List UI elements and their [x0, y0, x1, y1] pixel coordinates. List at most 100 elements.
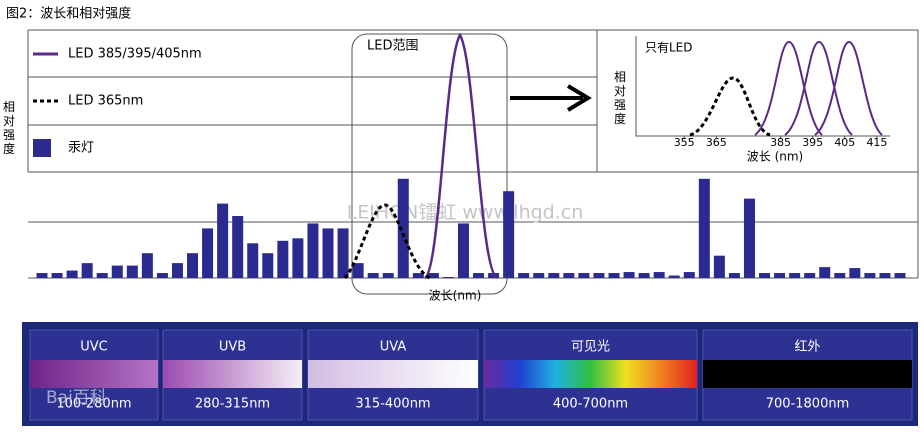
bar: [759, 273, 771, 278]
band-name: UVC: [80, 340, 108, 355]
title: 图2：波长和相对强度: [6, 6, 131, 22]
bar: [322, 228, 334, 278]
bar: [217, 203, 229, 278]
bar: [81, 263, 93, 278]
inset-tick-label: 365: [706, 136, 727, 149]
bar: [442, 277, 454, 278]
bar: [36, 273, 48, 278]
bar: [668, 275, 680, 278]
bar: [473, 273, 485, 278]
bar: [864, 273, 876, 278]
inset-365: [689, 76, 771, 137]
bar: [307, 223, 319, 278]
bar: [743, 198, 755, 278]
band-range: 315-400nm: [355, 397, 430, 412]
band-name: UVA: [380, 340, 407, 355]
bar: [728, 273, 740, 278]
inset-tick-label: 405: [834, 136, 855, 149]
bar: [774, 273, 786, 278]
bar: [789, 273, 801, 278]
inset-y-label: 相对强度: [614, 70, 626, 126]
bar: [533, 273, 545, 278]
inset-tick-label: 395: [802, 136, 823, 149]
band-name: UVB: [219, 340, 246, 355]
bar: [849, 268, 861, 278]
bar: [247, 243, 259, 278]
bar: [879, 273, 891, 278]
led-curve: [424, 32, 498, 280]
band-range: 700-1800nm: [766, 397, 850, 412]
band-range: 400-700nm: [553, 397, 628, 412]
bar: [171, 263, 183, 278]
bar: [894, 273, 906, 278]
legend-label: LED 385/395/405nm: [68, 47, 202, 62]
bar: [427, 273, 439, 278]
bar: [804, 273, 816, 278]
bar: [548, 273, 560, 278]
bar: [608, 273, 620, 278]
bar: [111, 265, 123, 278]
watermark: LEIHON镭虹 www.lhgd.cn: [347, 202, 584, 224]
inset-tick-label: 355: [674, 136, 695, 149]
bar: [578, 273, 590, 278]
annotation: LED范围: [367, 39, 418, 54]
legend-label: LED 365nm: [68, 94, 143, 109]
inset-x-label: 波长 (nm): [747, 150, 803, 164]
bar: [262, 253, 274, 278]
band-range: 100-280nm: [56, 397, 131, 412]
led365-curve: [343, 203, 431, 280]
band-name: 红外: [794, 339, 820, 355]
inset-axes: [635, 36, 890, 137]
band-range: 280-315nm: [195, 397, 270, 412]
bar: [141, 253, 153, 278]
bar: [382, 273, 394, 278]
bar: [51, 273, 63, 278]
bar: [66, 270, 78, 278]
bar: [638, 273, 650, 278]
bar: [277, 240, 289, 278]
bar: [819, 267, 831, 278]
bar: [352, 263, 364, 278]
legend-swatch: [33, 139, 51, 157]
bar: [397, 178, 409, 278]
bar: [337, 228, 349, 278]
band-gradient: [163, 360, 302, 388]
bar: [187, 253, 199, 278]
bar: [412, 273, 424, 278]
legend-label: 汞灯: [68, 141, 94, 156]
inset-tick-label: 385: [770, 136, 791, 149]
bar: [623, 272, 635, 278]
band-name: 可见光: [571, 340, 610, 355]
arrow: [510, 84, 592, 112]
inset-title: 只有LED: [645, 41, 693, 55]
bar: [202, 228, 214, 278]
inset-led: [754, 40, 883, 136]
band-gradient: [484, 360, 697, 388]
bar: [457, 223, 469, 278]
bar: [292, 238, 304, 278]
y-label: 相对强度: [3, 100, 15, 156]
bar: [503, 191, 515, 278]
inset-tick-label: 415: [866, 136, 887, 149]
band-gradient: [703, 360, 912, 388]
band-gradient: [30, 360, 158, 388]
bar: [698, 178, 710, 278]
bar: [96, 273, 108, 278]
bars: [36, 178, 906, 278]
bar: [126, 265, 138, 278]
baidu-watermark: Bai百科: [46, 388, 107, 408]
bar: [834, 273, 846, 278]
band-gradient: [308, 360, 478, 388]
x-label: 波长(nm): [429, 289, 482, 303]
bar: [593, 273, 605, 278]
bar: [563, 273, 575, 278]
bar: [232, 216, 244, 278]
bar: [653, 272, 665, 278]
bar: [518, 273, 530, 278]
bar: [367, 273, 379, 278]
bar: [713, 255, 725, 278]
bar: [156, 273, 168, 278]
bar: [683, 272, 695, 278]
